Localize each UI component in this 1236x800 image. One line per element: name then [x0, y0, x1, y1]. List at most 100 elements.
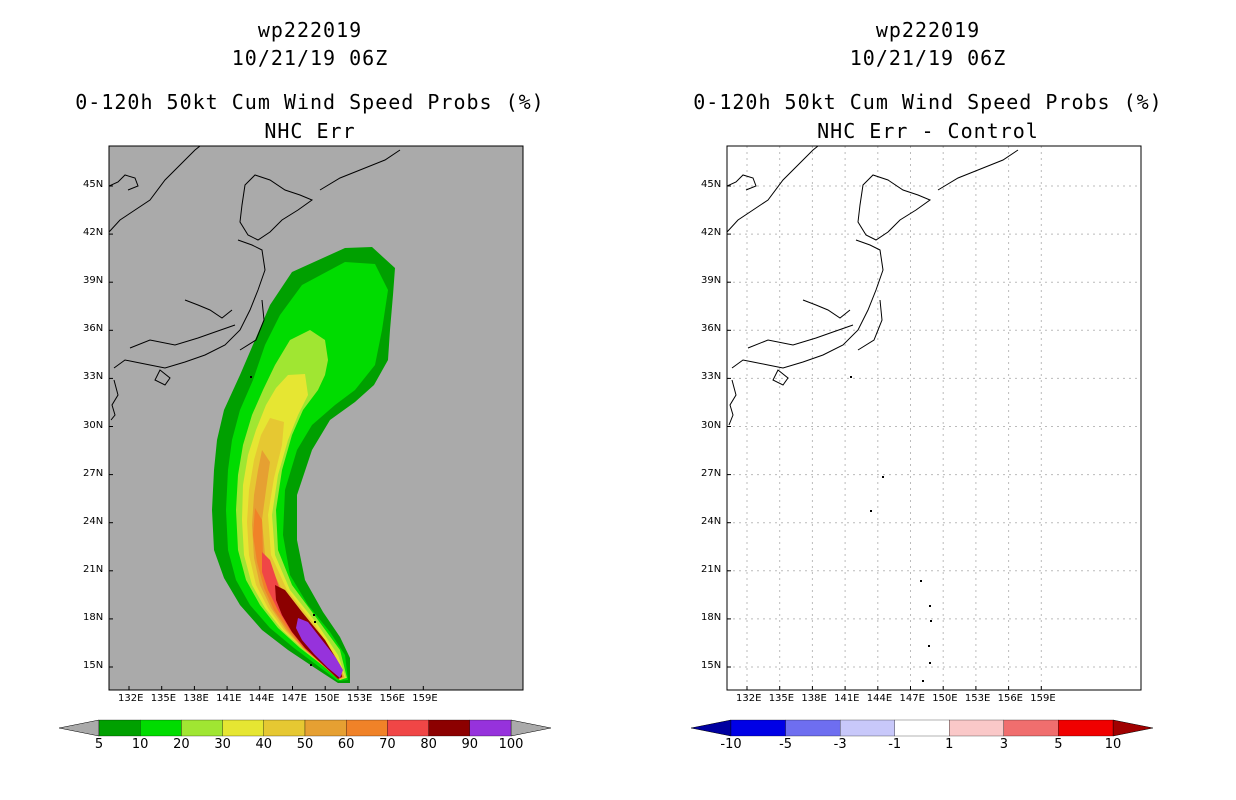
left-colorbar-swatch — [387, 719, 429, 737]
left-colorbar-label: 90 — [461, 737, 479, 752]
right-title-product: 0-120h 50kt Cum Wind Speed Probs (%) — [693, 90, 1163, 114]
left-colorbar-under-arrow — [58, 719, 100, 737]
left-lon-label: 144E — [248, 693, 275, 704]
left-colorbar-swatch — [263, 719, 306, 737]
left-colorbar-swatch — [469, 719, 512, 737]
right-lon-label: 150E — [932, 693, 958, 704]
left-title-datetime: 10/21/19 06Z — [231, 46, 389, 70]
left-lat-label: 15N — [83, 660, 104, 671]
right-lon-label: 156E — [997, 693, 1023, 704]
left-colorbar-swatch — [222, 719, 264, 737]
left-title-storm-id: wp222019 — [257, 18, 363, 42]
right-lat-label: 24N — [701, 515, 722, 527]
left-lat-label: 33N — [83, 371, 104, 383]
right-coastlines — [727, 146, 1019, 426]
right-colorbar-over-arrow — [1112, 719, 1154, 737]
right-lon-label: 159E — [1030, 693, 1056, 704]
left-lon-label: 156E — [379, 693, 405, 704]
left-map-frame — [108, 145, 524, 691]
right-colorbar — [690, 719, 1154, 737]
left-lon-label: 132E — [118, 693, 144, 704]
right-lon-label: 138E — [801, 693, 827, 704]
left-probability-swath — [109, 146, 401, 683]
left-lon-label: 138E — [183, 693, 209, 704]
right-colorbar-swatch — [1003, 719, 1059, 737]
left-title-product: 0-120h 50kt Cum Wind Speed Probs (%) — [75, 90, 545, 114]
right-title-datetime: 10/21/19 06Z — [849, 46, 1007, 70]
left-colorbar-label: 10 — [131, 737, 149, 752]
left-colorbar-swatch — [346, 719, 388, 737]
right-map-frame — [726, 145, 1142, 691]
right-lat-label: 45N — [701, 179, 722, 190]
right-lat-label: 33N — [701, 371, 722, 383]
right-lon-label: 141E — [834, 693, 860, 704]
right-colorbar-label: 5 — [1054, 737, 1063, 752]
left-colorbar-label: 50 — [296, 737, 314, 752]
left-colorbar — [58, 719, 552, 737]
right-lon-label: 153E — [964, 693, 991, 704]
left-colorbar-swatch — [181, 719, 223, 737]
right-lat-label: 18N — [701, 611, 722, 623]
right-islands — [850, 376, 932, 682]
left-lon-label: 159E — [412, 693, 438, 704]
right-lat-label: 30N — [701, 419, 722, 431]
right-lat-label: 15N — [701, 660, 722, 671]
right-axis-ticks — [727, 185, 1042, 690]
left-lon-label: 147E — [281, 693, 307, 704]
left-colorbar-label: 30 — [214, 737, 231, 752]
left-colorbar-label: 5 — [94, 737, 104, 752]
right-colorbar-label: -3 — [833, 737, 847, 752]
left-colorbar-label: 60 — [337, 737, 355, 752]
right-lat-label: 39N — [701, 275, 722, 287]
right-title-subtitle: NHC Err - Control — [817, 119, 1039, 143]
right-map-background — [727, 146, 1141, 690]
right-colorbar-swatch — [839, 719, 895, 737]
left-lat-label: 24N — [83, 515, 104, 527]
left-coastlines — [109, 146, 401, 421]
left-lat-label: 30N — [83, 419, 104, 431]
right-colorbar-label: -10 — [720, 737, 742, 752]
right-map-panel — [726, 145, 1142, 691]
right-colorbar-swatch — [894, 719, 950, 737]
right-lon-label: 144E — [866, 693, 893, 704]
left-lat-label: 45N — [83, 179, 104, 190]
right-colorbar-swatch — [730, 719, 786, 737]
left-colorbar-swatch — [304, 719, 347, 737]
right-colorbar-label: 10 — [1104, 737, 1122, 752]
right-lon-label: 135E — [768, 693, 795, 704]
right-lat-label: 27N — [701, 467, 722, 479]
right-colorbar-swatch — [1058, 719, 1114, 737]
prob-contour-90 — [296, 618, 343, 678]
left-colorbar-over-arrow — [510, 719, 552, 737]
left-lat-label: 42N — [83, 227, 104, 239]
right-colorbar-swatch — [949, 719, 1005, 737]
right-colorbar-label: 3 — [999, 737, 1008, 752]
left-lat-label: 18N — [83, 611, 104, 623]
left-axis-ticks — [109, 185, 424, 690]
right-colorbar-under-arrow — [690, 719, 732, 737]
right-colorbar-label: 1 — [945, 737, 954, 752]
right-colorbar-label: -1 — [888, 737, 902, 752]
left-colorbar-label: 40 — [255, 737, 273, 752]
left-colorbar-swatch — [140, 719, 182, 737]
left-lat-label: 27N — [83, 467, 104, 479]
left-lon-label: 150E — [314, 693, 340, 704]
left-colorbar-label: 80 — [420, 737, 437, 752]
right-lat-label: 36N — [701, 323, 722, 335]
left-colorbar-label: 20 — [173, 737, 190, 752]
right-colorbar-swatch — [785, 719, 841, 737]
right-gridlines — [727, 146, 1141, 690]
left-lat-label: 21N — [83, 563, 104, 575]
left-islands — [250, 376, 316, 666]
left-lat-label: 36N — [83, 323, 104, 335]
right-lon-label: 132E — [736, 693, 762, 704]
left-map-panel — [108, 145, 524, 691]
left-colorbar-label: 70 — [379, 737, 396, 752]
left-colorbar-label: 100 — [498, 737, 524, 752]
right-title-storm-id: wp222019 — [875, 18, 981, 42]
left-lat-label: 39N — [83, 275, 104, 287]
left-lon-label: 141E — [216, 693, 242, 704]
right-lat-label: 42N — [701, 227, 722, 239]
left-lon-label: 135E — [150, 693, 177, 704]
